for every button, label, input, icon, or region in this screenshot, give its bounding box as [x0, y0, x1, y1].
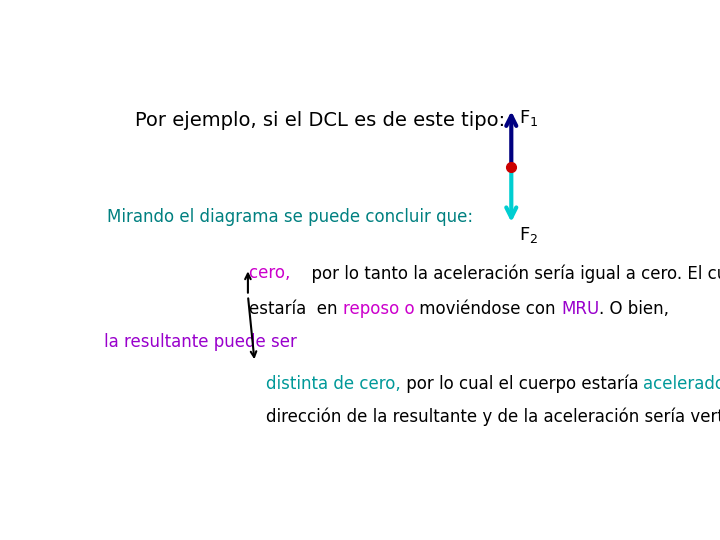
Text: reposo o: reposo o	[343, 300, 415, 318]
Text: $\mathregular{F_1}$: $\mathregular{F_1}$	[518, 109, 538, 129]
Text: Mirando el diagrama se puede concluir que:: Mirando el diagrama se puede concluir qu…	[107, 208, 473, 226]
Text: acelerado: acelerado	[644, 375, 720, 393]
Text: dirección de la resultante y de la aceleración sería vertical.: dirección de la resultante y de la acele…	[266, 408, 720, 427]
Text: Por ejemplo, si el DCL es de este tipo:: Por ejemplo, si el DCL es de este tipo:	[135, 111, 505, 130]
Text: cero,: cero,	[249, 265, 301, 282]
Text: por lo tanto la aceleración sería igual a cero. El cuerpo: por lo tanto la aceleración sería igual …	[301, 265, 720, 283]
Text: MRU: MRU	[561, 300, 600, 318]
Text: $\mathregular{F_2}$: $\mathregular{F_2}$	[518, 225, 538, 245]
Text: por lo cual el cuerpo estaría: por lo cual el cuerpo estaría	[400, 375, 644, 393]
Text: estaría  en: estaría en	[249, 300, 343, 318]
Text: la resultante puede ser: la resultante puede ser	[104, 333, 297, 351]
Text: moviéndose con: moviéndose con	[415, 300, 561, 318]
Text: distinta de cero,: distinta de cero,	[266, 375, 400, 393]
Text: . O bien,: . O bien,	[600, 300, 670, 318]
